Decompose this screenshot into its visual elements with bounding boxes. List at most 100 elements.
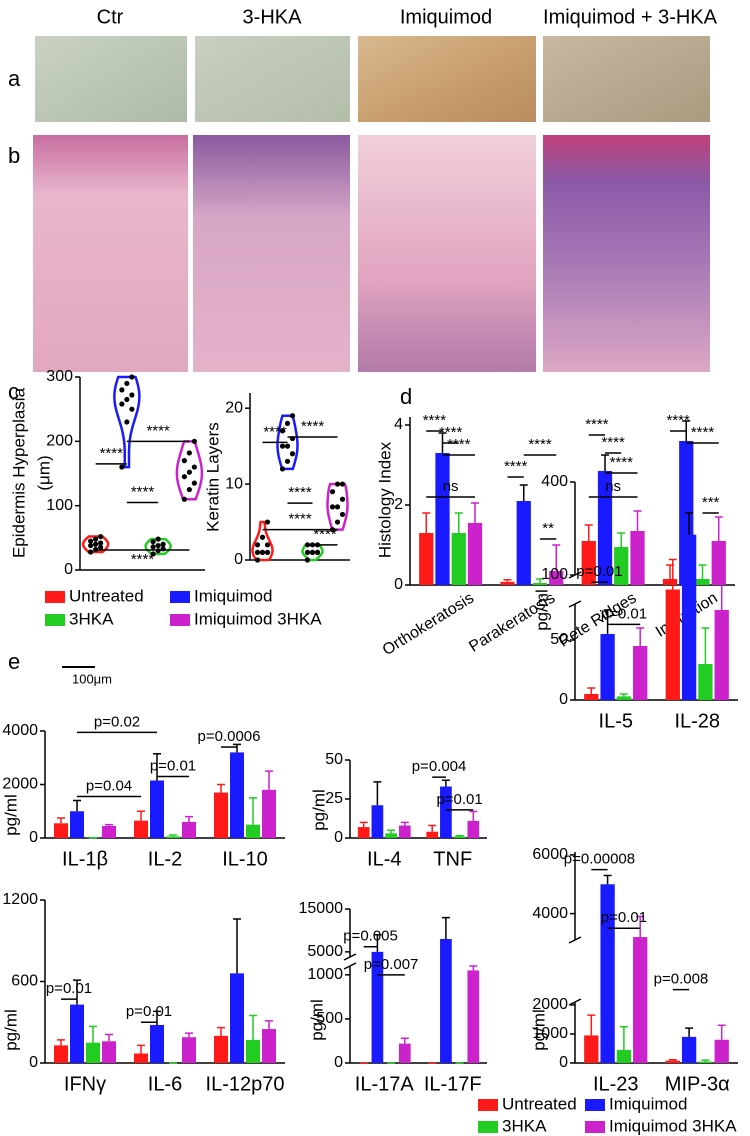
significance-label: ****	[447, 436, 471, 453]
data-point	[93, 541, 99, 547]
bar	[182, 1037, 196, 1063]
y-tick-label: 1000	[532, 1025, 568, 1042]
y-tick-label: 2000	[2, 776, 38, 793]
error-bar	[636, 915, 645, 938]
column-title: Ctr	[97, 6, 124, 28]
scale-bar-label: 100μm	[72, 671, 112, 686]
y-tick-label: 600	[11, 973, 38, 990]
data-point	[88, 549, 94, 555]
legend-swatch	[478, 1121, 498, 1133]
data-point	[264, 549, 271, 556]
significance-label: p=0.01	[601, 605, 647, 622]
data-point	[264, 519, 271, 525]
data-point	[119, 387, 125, 393]
error-bar	[698, 564, 707, 579]
bar	[467, 523, 483, 585]
legend-label: 3HKA	[502, 1116, 547, 1135]
error-bar	[89, 1025, 97, 1043]
y-tick-label: 0	[234, 551, 243, 568]
y-tick-label: 100	[46, 497, 73, 514]
bar	[54, 1045, 68, 1063]
error-bar	[701, 1059, 710, 1062]
bar	[600, 634, 615, 700]
data-point	[279, 428, 286, 434]
error-bar	[137, 810, 145, 821]
error-bar	[169, 834, 177, 837]
error-bar	[428, 824, 437, 832]
histology-photos	[33, 135, 710, 372]
y-tick-label: 20	[225, 399, 243, 416]
error-bar	[552, 544, 561, 571]
y-tick-label: 0	[559, 691, 568, 708]
data-point	[304, 557, 311, 563]
legend-swatch	[45, 614, 65, 626]
bar	[385, 833, 397, 838]
significance-label: p=0.01	[601, 909, 647, 926]
significance-label: ns	[605, 478, 621, 495]
y-tick-label: 2	[394, 496, 403, 513]
error-bar	[519, 484, 528, 501]
photo	[33, 135, 188, 372]
bar	[102, 1041, 116, 1063]
data-point	[259, 534, 266, 540]
data-point	[191, 480, 197, 486]
data-point	[329, 504, 336, 510]
x-tick-label: IL-28	[674, 710, 720, 732]
y-tick-label: 4000	[532, 905, 568, 922]
bar	[419, 533, 434, 585]
bar	[584, 694, 599, 700]
significance-label: p=0.02	[94, 713, 140, 730]
legend-label: Imiquimod 3HKA	[194, 609, 322, 628]
column-title: Imiquimod	[400, 6, 492, 28]
x-tick-label: IL-17F	[424, 1073, 482, 1095]
error-bar	[469, 965, 478, 971]
y-tick-label: 200	[46, 433, 73, 450]
panel-label: b	[8, 143, 20, 168]
data-point	[339, 481, 346, 487]
y-axis-label: Keratin Layers	[203, 422, 222, 532]
y-tick-label: 1200	[2, 891, 38, 908]
legend-swatch	[478, 1099, 498, 1111]
significance-label: p=0.004	[412, 758, 467, 775]
skin-photos	[35, 36, 710, 122]
axis-break	[568, 998, 582, 1006]
y-axis-label: pg/ml	[309, 789, 328, 831]
significance-label: **	[542, 520, 554, 537]
x-tick-label: IL-6	[148, 1073, 182, 1095]
significance-label: ****	[146, 422, 170, 439]
y-tick-label: 2000	[532, 996, 568, 1013]
y-tick-label: 400	[541, 473, 568, 490]
panel-label: a	[8, 66, 21, 91]
error-bar	[73, 979, 81, 1005]
x-tick-label: IL-2	[148, 848, 182, 870]
significance-label: ****	[691, 424, 715, 441]
error-bar	[584, 524, 593, 541]
photo	[358, 36, 536, 122]
error-bar	[503, 579, 512, 582]
bar	[426, 831, 439, 838]
bar	[665, 589, 680, 700]
legend-label: Untreated	[69, 586, 144, 605]
bar	[262, 1029, 276, 1063]
x-tick-label: TNF	[433, 848, 472, 870]
column-title: 3-HKA	[243, 6, 303, 28]
data-point	[88, 542, 94, 549]
significance-label: ****	[423, 412, 447, 429]
bar	[616, 1049, 632, 1063]
bar	[532, 583, 548, 585]
bar	[451, 533, 466, 585]
error-bar	[373, 781, 382, 806]
data-point	[279, 443, 286, 449]
bar	[246, 824, 260, 838]
data-point	[155, 542, 161, 549]
data-point	[284, 420, 291, 426]
significance-label: ****	[666, 412, 690, 429]
y-axis-label: Histology Index	[375, 441, 394, 558]
error-bar	[441, 916, 450, 939]
y-tick-label: 50	[325, 751, 343, 768]
y-tick-label: 15000	[299, 900, 344, 917]
bar	[86, 1042, 100, 1063]
data-point	[98, 544, 104, 551]
error-bar	[249, 797, 257, 825]
data-point	[150, 551, 156, 557]
